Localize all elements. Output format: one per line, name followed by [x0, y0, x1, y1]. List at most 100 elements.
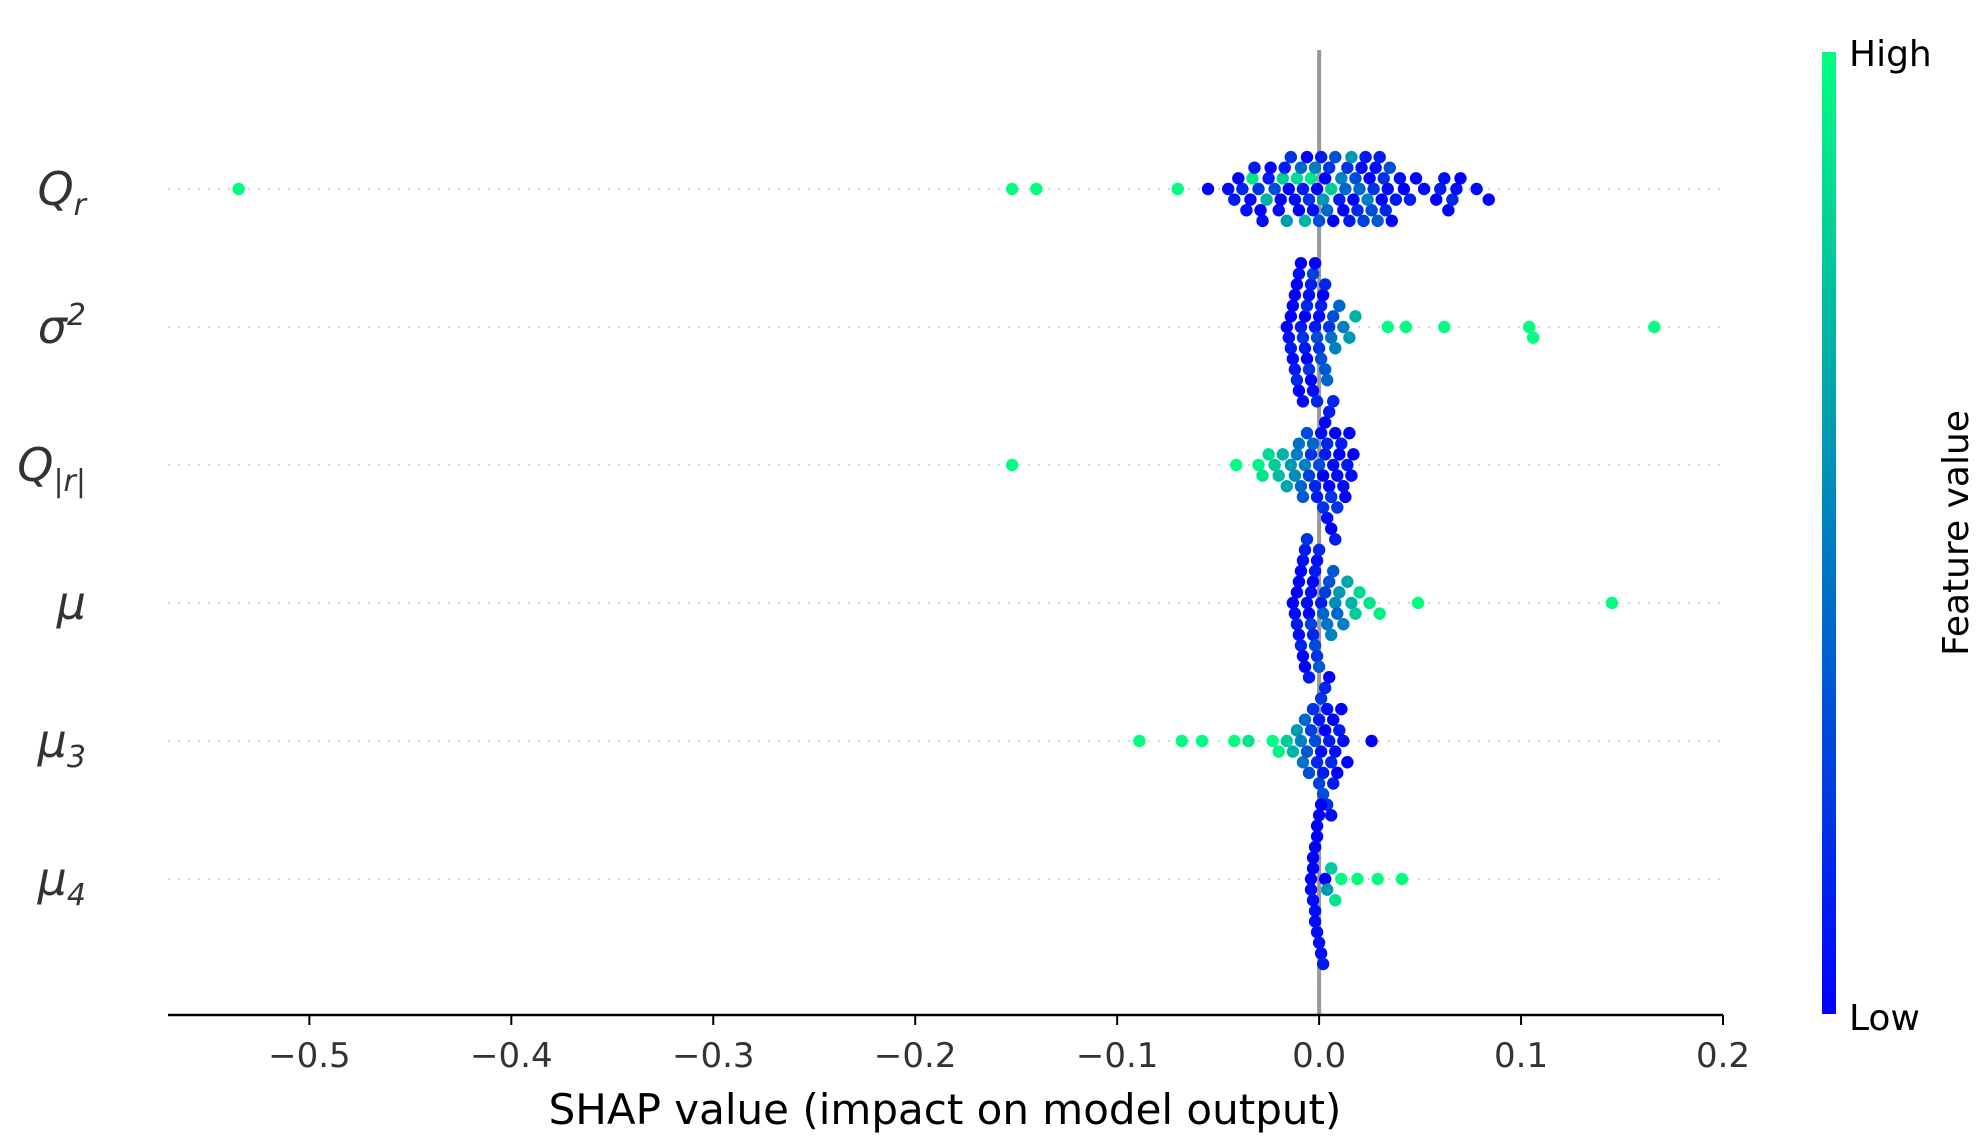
shap-point [1280, 480, 1293, 493]
shap-point [1284, 458, 1298, 472]
shap-point [1337, 734, 1350, 748]
shap-point [1278, 161, 1291, 174]
shap-point [1349, 310, 1362, 323]
shap-point [1310, 490, 1324, 504]
shap-point [1296, 649, 1310, 663]
shap-point [1236, 182, 1249, 196]
shap-point [1133, 734, 1146, 748]
shap-point [1351, 204, 1364, 217]
shap-point [1284, 342, 1298, 355]
shap-point [1312, 342, 1326, 355]
shap-point [1302, 363, 1316, 376]
shap-point [1343, 331, 1356, 344]
shap-point [1325, 628, 1338, 642]
shap-point [1381, 320, 1394, 334]
shap-point [1442, 204, 1455, 217]
shap-point [1379, 204, 1392, 217]
shap-point [1310, 331, 1324, 344]
shap-point [1371, 872, 1384, 886]
shap-point [1318, 724, 1332, 737]
shap-point [1316, 787, 1330, 801]
shap-point [1304, 883, 1318, 896]
shap-point [1605, 596, 1619, 610]
feature-label: μ4 [37, 852, 86, 913]
shap-point [1290, 448, 1304, 461]
shap-point [1310, 819, 1324, 833]
shap-point [1296, 554, 1310, 567]
shap-point [1325, 862, 1338, 875]
shap-point [1276, 172, 1289, 185]
shap-point [1316, 501, 1330, 514]
shap-point [1320, 883, 1334, 896]
shap-point [1302, 469, 1316, 482]
shap-point [1399, 320, 1413, 334]
data-points [232, 150, 1661, 971]
shap-point [1325, 331, 1338, 344]
shap-point [1242, 734, 1255, 748]
shap-point [1302, 607, 1316, 620]
shap-point [1005, 458, 1019, 472]
shap-point [1430, 193, 1443, 206]
shap-point [1320, 702, 1334, 716]
shap-point [1329, 426, 1342, 440]
colorbar-high-label: High [1849, 34, 1932, 75]
shap-point [1306, 628, 1320, 642]
shap-point [1341, 161, 1354, 174]
shap-point [1298, 660, 1312, 673]
shap-point [1314, 798, 1328, 811]
shap-point [1482, 193, 1495, 206]
shap-point [1345, 469, 1358, 482]
shap-point [1333, 299, 1346, 312]
x-tick-label: 0.2 [1696, 1036, 1750, 1076]
x-tick-label: −0.3 [672, 1036, 755, 1076]
shap-point [1300, 299, 1314, 312]
shap-point [1393, 172, 1407, 185]
shap-point [1310, 830, 1324, 843]
shap-point [1304, 586, 1318, 599]
shap-point [1290, 618, 1304, 631]
shap-point [1290, 724, 1304, 737]
shap-point [1367, 182, 1380, 196]
shap-point [1312, 458, 1326, 472]
shap-point [1304, 618, 1318, 631]
shap-point [1345, 150, 1358, 164]
shap-point [1454, 172, 1467, 185]
shap-point [1329, 894, 1342, 907]
shap-point [1320, 373, 1334, 387]
shap-point [1286, 352, 1300, 366]
shap-point [1434, 182, 1447, 196]
shap-point [1325, 182, 1338, 196]
shap-point [1302, 766, 1316, 780]
shap-point [1310, 182, 1324, 196]
shap-point [1318, 172, 1332, 185]
shap-point [1252, 182, 1265, 196]
shap-point [1308, 564, 1322, 578]
shap-point [1329, 150, 1342, 164]
shap-point [1341, 575, 1354, 588]
shap-point [1254, 204, 1267, 217]
shap-point [1298, 310, 1312, 323]
shap-point [1312, 809, 1326, 822]
shap-point [1308, 161, 1322, 174]
shap-point [1361, 193, 1374, 206]
shap-point [1232, 172, 1245, 185]
shap-point [1329, 342, 1342, 355]
shap-point [1294, 734, 1308, 748]
shap-point [1312, 777, 1326, 790]
shap-point [1294, 257, 1308, 270]
shap-point [1286, 299, 1300, 312]
shap-point [1300, 745, 1314, 758]
shap-point [1409, 172, 1423, 185]
shap-point [1312, 214, 1326, 228]
shap-point [1272, 469, 1285, 482]
shap-point [1302, 671, 1316, 684]
shap-point [1331, 501, 1344, 514]
shap-point [1345, 596, 1358, 610]
shap-point [1318, 872, 1332, 886]
shap-point [1308, 734, 1322, 748]
row-guide-lines [168, 188, 1720, 880]
shap-point [1294, 320, 1308, 334]
shap-point [1304, 724, 1318, 737]
shap-point [1353, 586, 1366, 599]
shap-point [1308, 257, 1322, 270]
